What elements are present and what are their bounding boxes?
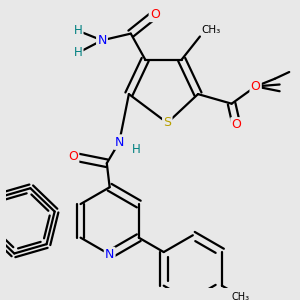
Text: N: N <box>105 248 114 261</box>
Text: S: S <box>163 116 171 129</box>
Text: CH₃: CH₃ <box>202 25 221 34</box>
Text: CH₃: CH₃ <box>232 292 250 300</box>
Text: H: H <box>74 46 82 59</box>
Text: O: O <box>251 80 261 93</box>
Text: O: O <box>150 8 160 21</box>
Text: N: N <box>97 34 107 47</box>
Text: O: O <box>68 150 78 163</box>
Text: O: O <box>232 118 242 131</box>
Text: N: N <box>115 136 124 148</box>
Text: H: H <box>74 24 82 37</box>
Text: H: H <box>132 143 141 156</box>
